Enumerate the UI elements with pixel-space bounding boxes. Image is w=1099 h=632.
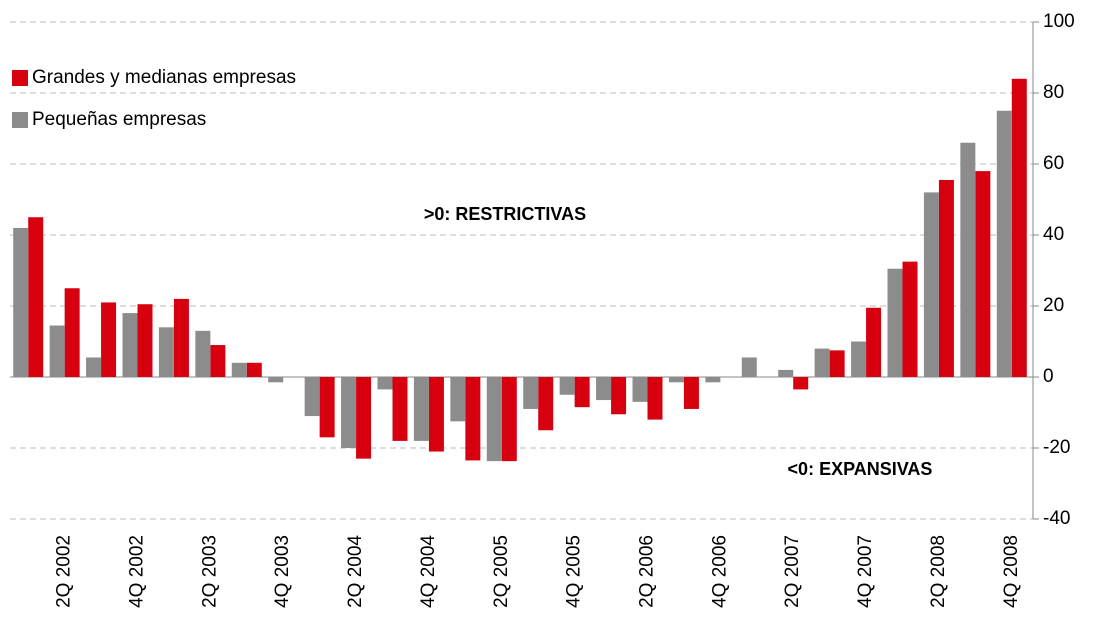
- legend-swatch: [12, 112, 28, 128]
- bar: [559, 377, 575, 395]
- bar: [28, 217, 44, 377]
- bar: [975, 171, 991, 377]
- bar: [231, 362, 247, 377]
- bar: [668, 377, 684, 383]
- x-tick-label: 2Q 2006: [637, 535, 658, 608]
- bar: [304, 377, 320, 417]
- bar: [632, 377, 648, 402]
- bar: [392, 377, 408, 441]
- bar: [210, 345, 226, 377]
- bar: [49, 325, 65, 377]
- y-tick-label: 100: [1043, 11, 1075, 32]
- x-tick-label: 2Q 2002: [54, 535, 75, 608]
- bar: [814, 348, 830, 377]
- bar: [683, 377, 699, 409]
- x-tick-label: 4Q 2005: [564, 535, 585, 608]
- bar: [574, 377, 590, 408]
- bar: [538, 377, 554, 431]
- y-tick-label: 60: [1043, 153, 1064, 174]
- bar: [122, 313, 138, 377]
- x-tick-label: 4Q 2003: [272, 535, 293, 608]
- bar: [158, 327, 174, 377]
- bar: [829, 350, 845, 377]
- x-tick-label: 4Q 2007: [855, 535, 876, 608]
- bar: [465, 377, 481, 461]
- bar: [902, 261, 918, 377]
- bar: [923, 192, 939, 377]
- y-tick-label: 80: [1043, 82, 1064, 103]
- bar: [996, 110, 1012, 377]
- legend-label: Pequeñas empresas: [32, 109, 206, 130]
- bar: [413, 377, 429, 441]
- bar: [793, 377, 809, 390]
- bar: [596, 377, 612, 401]
- bar: [523, 377, 539, 409]
- bar: [450, 377, 466, 422]
- bar: [428, 377, 444, 452]
- bar: [173, 298, 189, 377]
- x-tick-label: 2Q 2008: [928, 535, 949, 608]
- bar: [851, 341, 867, 377]
- y-tick-label: -20: [1043, 437, 1070, 458]
- bar: [647, 377, 663, 420]
- bar: [101, 302, 117, 377]
- bar: [64, 288, 80, 377]
- bar: [486, 377, 502, 462]
- bar: [501, 377, 517, 462]
- bar: [377, 377, 393, 390]
- bar: [319, 377, 335, 438]
- y-tick-label: -40: [1043, 508, 1070, 529]
- annotation: >0: RESTRICTIVAS: [424, 204, 586, 224]
- bar: [137, 304, 153, 377]
- legend-swatch: [12, 70, 28, 86]
- bar: [887, 268, 903, 377]
- legend-label: Grandes y medianas empresas: [32, 67, 296, 88]
- bar: [741, 357, 757, 377]
- bar: [866, 307, 882, 377]
- bar: [195, 330, 211, 377]
- bar: [705, 377, 721, 383]
- x-tick-label: 4Q 2006: [709, 535, 730, 608]
- x-tick-label: 4Q 2008: [1001, 535, 1022, 608]
- bar: [960, 142, 976, 377]
- bar: [938, 179, 954, 377]
- x-tick-label: 2Q 2005: [491, 535, 512, 608]
- x-tick-label: 4Q 2002: [127, 535, 148, 608]
- bar: [13, 227, 29, 377]
- bar: [1011, 78, 1027, 378]
- y-tick-label: 40: [1043, 224, 1064, 245]
- bar: [356, 377, 372, 459]
- annotation: <0: EXPANSIVAS: [788, 459, 933, 479]
- x-tick-label: 2Q 2007: [782, 535, 803, 608]
- x-tick-label: 2Q 2003: [199, 535, 220, 608]
- y-tick-label: 0: [1043, 366, 1054, 387]
- x-tick-label: 2Q 2004: [345, 535, 366, 608]
- bar: [611, 377, 627, 415]
- y-tick-label: 20: [1043, 295, 1064, 316]
- x-tick-label: 4Q 2004: [418, 535, 439, 608]
- bar: [246, 362, 262, 377]
- bar: [268, 377, 284, 383]
- bar: [86, 357, 102, 377]
- bar: [341, 377, 357, 448]
- bar: [778, 369, 794, 377]
